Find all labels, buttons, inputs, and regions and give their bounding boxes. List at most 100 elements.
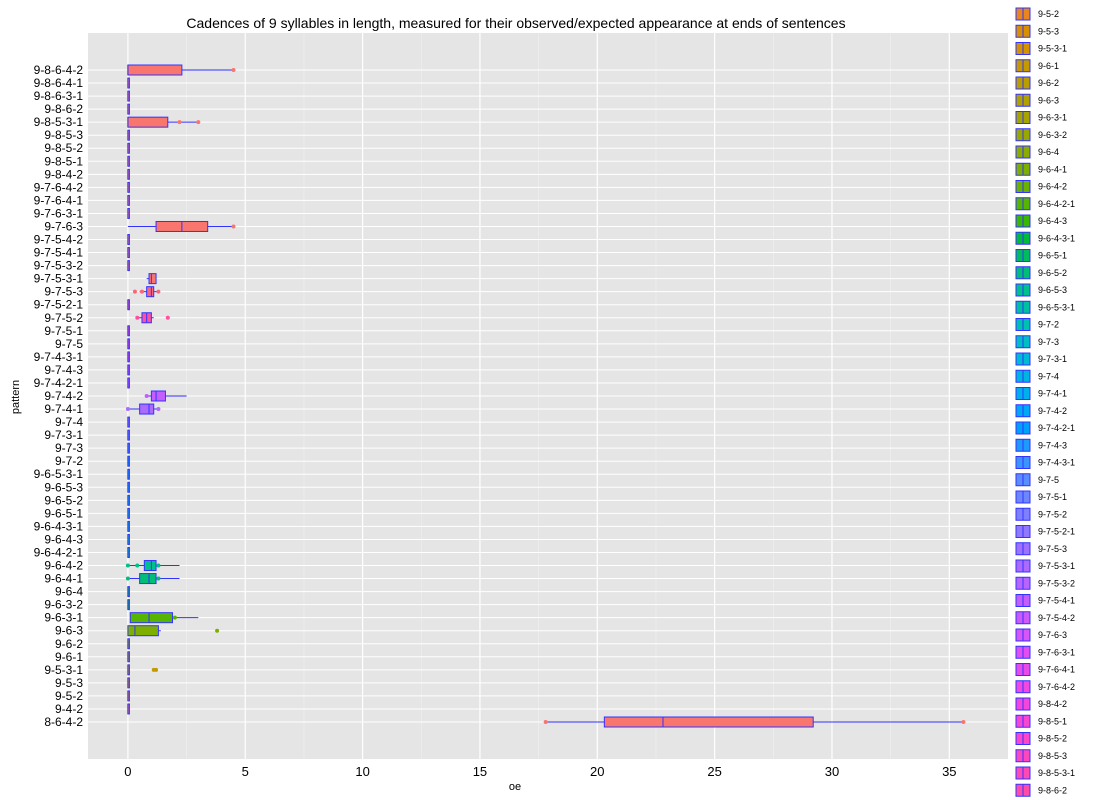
legend-label: 9-6-3-2: [1038, 130, 1067, 140]
y-tick-label: 9-7-4-3-1: [34, 350, 84, 364]
legend-label: 9-7-5-2-1: [1038, 527, 1075, 537]
outlier-point: [135, 315, 140, 320]
legend-label: 9-6-5-2: [1038, 268, 1067, 278]
box: [127, 625, 159, 637]
outlier-point: [177, 120, 182, 125]
outlier-point: [139, 289, 144, 294]
legend-label: 9-6-5-3: [1038, 285, 1067, 295]
outlier-point: [156, 563, 161, 568]
outlier-point: [196, 120, 201, 125]
y-tick-label: 9-7-5-3-2: [34, 259, 84, 273]
y-tick-label: 9-6-4-1: [44, 572, 83, 586]
legend-label: 9-7-2: [1038, 320, 1059, 330]
y-tick-label: 9-8-5-1: [44, 154, 83, 168]
outlier-point: [156, 407, 161, 412]
x-tick-label: 0: [124, 764, 131, 779]
legend-label: 9-7-5-1: [1038, 492, 1067, 502]
legend-label: 9-8-5-2: [1038, 734, 1067, 744]
y-tick-label: 9-6-1: [55, 650, 83, 664]
y-tick-label: 9-6-4-3: [44, 532, 83, 546]
outlier-point: [165, 315, 170, 320]
legend-label: 9-7-3: [1038, 337, 1059, 347]
outlier-point: [231, 224, 236, 229]
outlier-point: [961, 720, 966, 724]
y-tick-label: 9-8-5-2: [44, 141, 83, 155]
y-tick-label: 9-7-6-4-2: [34, 180, 84, 194]
legend-label: 9-7-4-3-1: [1038, 458, 1075, 468]
legend-label: 9-6-1: [1038, 61, 1059, 71]
legend-label: 9-7-4-2: [1038, 406, 1067, 416]
legend-label: 9-6-4-2: [1038, 182, 1067, 192]
y-tick-label: 9-6-3-1: [44, 611, 83, 625]
y-tick-label: 9-7-4-1: [44, 402, 83, 416]
x-tick-label: 15: [473, 764, 487, 779]
y-tick-label: 9-7-4-3: [44, 363, 83, 377]
y-tick-label: 9-6-5-3-1: [34, 467, 84, 481]
chart-title: Cadences of 9 syllables in length, measu…: [186, 15, 845, 31]
legend-label: 9-7-4-1: [1038, 389, 1067, 399]
legend-label: 9-5-2: [1038, 9, 1059, 19]
y-tick-label: 9-7-5-2-1: [34, 298, 84, 312]
legend-label: 9-7-6-3: [1038, 630, 1067, 640]
x-tick-label: 25: [707, 764, 721, 779]
legend-label: 9-5-3-1: [1038, 44, 1067, 54]
x-tick-labels: 0 5 10 15 20 25 30 35: [124, 764, 956, 779]
y-tick-label: 9-5-2: [55, 689, 83, 703]
x-tick-label: 30: [825, 764, 839, 779]
box: [148, 273, 157, 285]
y-tick-label: 9-8-6-4-1: [34, 76, 84, 90]
y-tick-label: 9-8-6-3-1: [34, 89, 84, 103]
y-tick-label: 9-7-5-3: [44, 285, 83, 299]
y-tick-label: 9-7-5-2: [44, 311, 83, 325]
outlier-point: [156, 289, 161, 294]
y-tick-label: 9-6-4-2-1: [34, 545, 84, 559]
legend-label: 9-6-5-3-1: [1038, 302, 1075, 312]
box: [139, 573, 157, 585]
legend-label: 9-7-5-3-1: [1038, 561, 1075, 571]
legend-label: 9-8-6-2: [1038, 785, 1067, 795]
legend-label: 9-6-4-3-1: [1038, 233, 1075, 243]
y-tick-label: 9-7-3-1: [44, 428, 83, 442]
legend-label: 9-8-5-3-1: [1038, 768, 1075, 778]
legend-label: 9-7-6-4-1: [1038, 665, 1075, 675]
y-tick-label: 9-6-5-2: [44, 493, 83, 507]
y-tick-label: 9-8-5-3-1: [34, 115, 84, 129]
y-tick-label: 9-8-6-2: [44, 102, 83, 116]
legend-label: 9-6-3-1: [1038, 113, 1067, 123]
legend: 9-5-2 9-5-3 9-5-3-1 9-6-1 9-6-2 9-6-3 9-6-3-1 9…: [1015, 7, 1075, 797]
box: [146, 286, 155, 298]
y-tick-label: 9-6-5-3: [44, 480, 83, 494]
outlier-point: [135, 563, 140, 568]
box: [150, 390, 166, 402]
y-tick-label: 9-7-6-3: [44, 219, 83, 233]
y-tick-label: 9-7-5-4-1: [34, 246, 84, 260]
box: [143, 560, 157, 572]
y-tick-label: 9-6-5-1: [44, 506, 83, 520]
outlier-point: [172, 615, 177, 620]
y-tick-label: 8-6-4-2: [44, 715, 83, 729]
outlier-point: [543, 720, 548, 724]
outlier-point: [125, 563, 130, 568]
legend-label: 9-8-5-3: [1038, 751, 1067, 761]
y-tick-label: 9-6-3: [55, 624, 83, 638]
y-tick-label: 9-6-4-2: [44, 559, 83, 573]
x-tick-label: 5: [242, 764, 249, 779]
y-tick-label: 9-6-2: [55, 637, 83, 651]
y-tick-label: 9-5-3-1: [44, 663, 83, 677]
y-tick-label: 9-4-2: [55, 702, 83, 716]
legend-label: 9-6-4-2-1: [1038, 199, 1075, 209]
legend-label: 9-7-3-1: [1038, 354, 1067, 364]
outlier-point: [231, 68, 236, 72]
y-tick-label: 9-7-3: [55, 441, 83, 455]
box: [127, 64, 183, 76]
legend-label: 9-6-4-3: [1038, 216, 1067, 226]
x-tick-label: 35: [942, 764, 956, 779]
y-tick-label: 9-7-6-3-1: [34, 206, 84, 220]
x-tick-label: 10: [355, 764, 369, 779]
outlier-point: [125, 407, 130, 412]
legend-label: 9-7-5-4-2: [1038, 613, 1075, 623]
y-tick-label: 9-5-3: [55, 676, 83, 690]
legend-label: 9-7-6-3-1: [1038, 647, 1075, 657]
y-tick-label: 9-7-5: [55, 337, 83, 351]
